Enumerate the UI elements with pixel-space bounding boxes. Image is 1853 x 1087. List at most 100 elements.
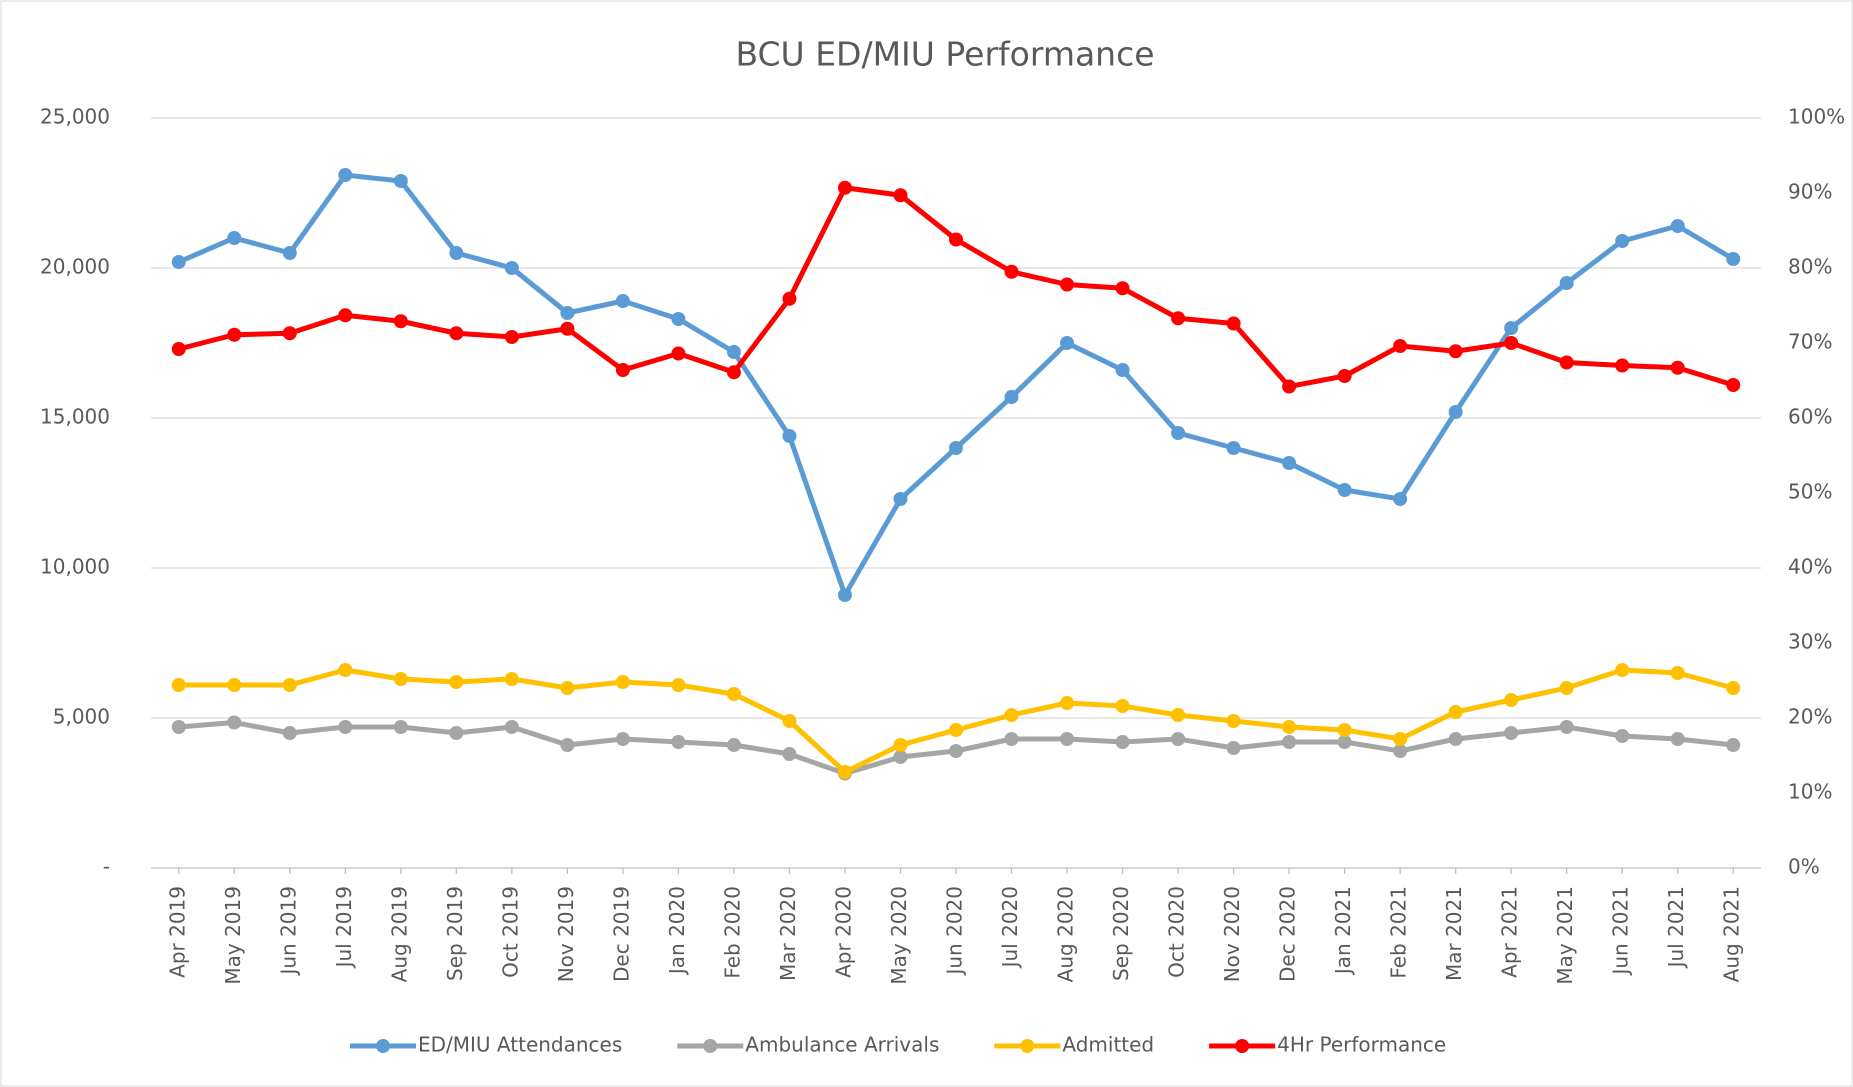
data-point [1670,219,1685,233]
data-point [949,232,963,247]
data-point [1282,456,1297,470]
data-point [615,732,630,746]
data-point [1504,726,1519,740]
data-point [1615,358,1630,373]
data-point [671,346,686,361]
data-point [671,735,686,749]
data-point [338,720,353,734]
x-tick-label: Aug 2020 [1054,886,1078,982]
data-point [171,255,186,269]
data-point [282,726,297,740]
y-tick-label: 20,000 [40,255,110,279]
data-point [449,326,464,341]
data-point [1004,708,1019,722]
x-tick-label: Jul 2020 [998,886,1022,969]
data-point [726,687,741,701]
data-point [949,744,963,758]
y2-tick-label: 90% [1788,180,1832,204]
data-point [560,738,575,752]
data-point [393,720,408,734]
data-point [1559,276,1574,290]
x-tick-label: May 2019 [221,886,245,985]
data-point [1504,336,1519,350]
x-tick-label: Apr 2021 [1498,886,1522,978]
x-tick-label: Dec 2019 [609,886,633,982]
data-point [1559,720,1574,734]
data-point [449,675,464,689]
data-point [1337,369,1352,383]
x-tick-label: Jun 2021 [1609,886,1633,977]
y-tick-label: 5,000 [53,705,110,729]
x-tick-label: Sep 2020 [1109,886,1133,981]
data-point [1115,735,1130,749]
data-point [504,672,519,686]
y2-tick-label: 30% [1788,630,1832,654]
y-tick-label: - [103,855,110,879]
x-tick-label: Aug 2021 [1720,886,1744,982]
y2-tick-label: 80% [1788,255,1832,279]
x-tick-label: Jan 2021 [1331,886,1355,976]
data-point [782,747,797,761]
x-tick-label: Nov 2019 [554,886,578,982]
y2-tick-label: 40% [1788,555,1832,579]
y2-tick-label: 20% [1788,705,1832,729]
data-point [1060,277,1075,292]
x-tick-label: Dec 2020 [1276,886,1300,982]
data-point [726,738,741,752]
x-tick-label: Aug 2019 [387,886,411,982]
data-point [893,188,908,203]
data-point [282,246,297,260]
data-point [1559,355,1574,370]
x-tick-label: Oct 2020 [1165,886,1189,978]
data-point [615,675,630,689]
data-point [1615,729,1630,743]
data-point [338,308,353,323]
data-point [1337,723,1352,737]
data-point [837,765,852,779]
data-point [1226,316,1241,331]
data-point [949,441,963,455]
data-point [1726,738,1741,752]
data-point [282,678,297,692]
x-tick-label: Feb 2021 [1387,886,1411,979]
data-point [1060,696,1075,710]
data-point [282,326,297,341]
data-point [1282,735,1297,749]
data-point [782,714,797,728]
data-point [1448,705,1463,719]
data-point [504,261,519,275]
y2-tick-label: 100% [1788,105,1845,129]
data-point [671,312,686,326]
legend-label: ED/MIU Attendances [418,1033,622,1057]
y2-tick-label: 60% [1788,405,1832,429]
data-point [1448,405,1463,419]
data-point [1393,492,1408,506]
data-point [171,342,186,356]
data-point [1337,483,1352,497]
x-tick-label: Jun 2019 [276,886,300,977]
data-point [1060,336,1075,350]
y-tick-label: 25,000 [40,105,110,129]
legend-marker [1020,1039,1035,1053]
legend-label: Ambulance Arrivals [745,1033,939,1057]
data-point [1670,732,1685,746]
data-point [1504,321,1519,335]
x-tick-label: Jul 2019 [332,886,356,969]
data-point [1448,344,1463,359]
data-point [560,321,575,336]
data-point [1004,390,1019,404]
x-tick-label: May 2021 [1553,886,1577,985]
data-point [393,672,408,686]
y2-tick-label: 50% [1788,480,1832,504]
data-point [393,314,408,329]
data-point [1393,339,1408,353]
x-tick-label: Sep 2019 [443,886,467,981]
data-point [1115,699,1130,713]
data-point [1226,741,1241,755]
data-point [1448,732,1463,746]
data-point [1726,681,1741,695]
x-tick-label: May 2020 [887,886,911,985]
data-point [1670,360,1685,375]
